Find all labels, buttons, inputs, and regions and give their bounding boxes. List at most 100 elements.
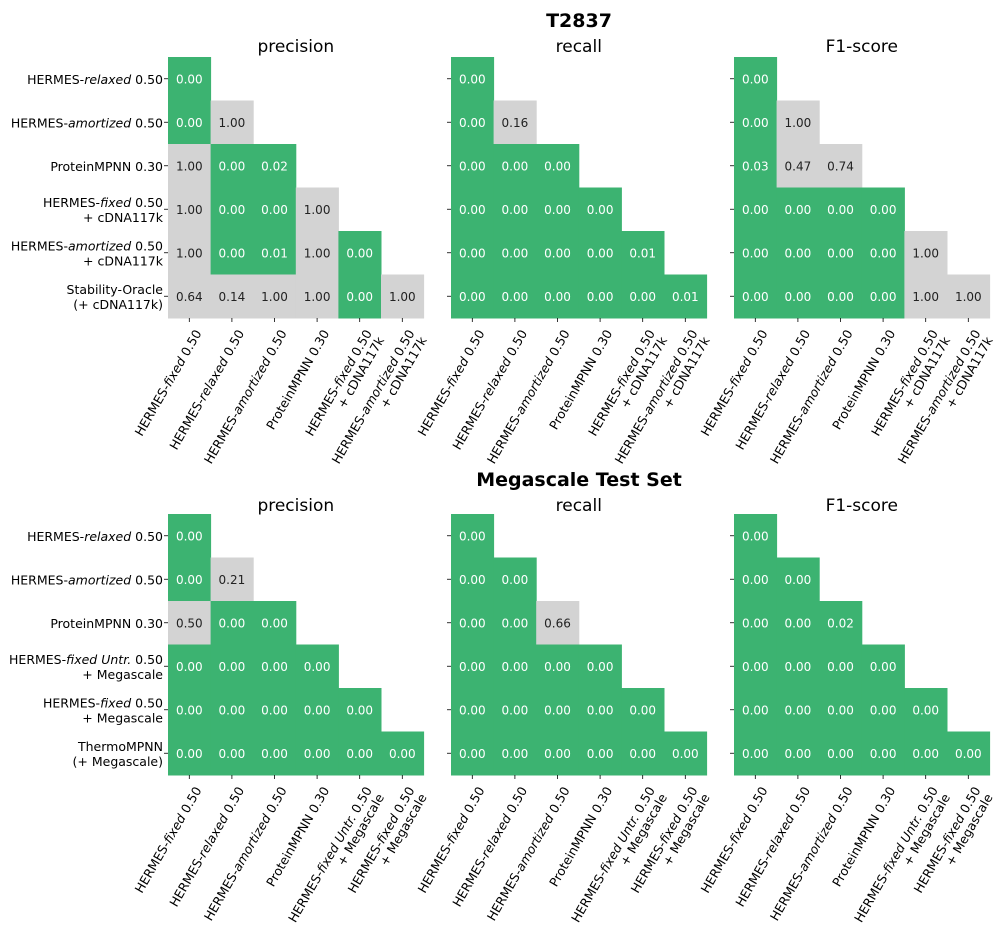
heatmap-cell [904, 731, 948, 776]
figure-title: Megascale Test Set [476, 469, 682, 491]
label-segment: (+ Megascale) [73, 753, 163, 768]
label-segment: relaxed [194, 354, 231, 402]
heatmap-cell [947, 731, 991, 776]
heatmap-cell [734, 601, 778, 645]
cell-value-label: 0.00 [304, 660, 331, 674]
heatmap-cell [168, 57, 212, 101]
label-segment: HERMES- [414, 381, 456, 438]
heatmap-cell [776, 644, 820, 689]
heatmap-cell [338, 231, 382, 275]
cell-value-label: 0.00 [459, 703, 486, 717]
heatmap-cell [381, 731, 425, 776]
cell-value-label: 0.00 [785, 246, 812, 260]
cell-value-label: 0.00 [346, 290, 373, 304]
heatmap-cell [493, 187, 537, 232]
column-label: HERMES-relaxed 0.50 [732, 327, 813, 452]
cell-value-label: 0.00 [502, 246, 529, 260]
label-segment: HERMES- [766, 866, 808, 923]
heatmap-cell [734, 274, 778, 319]
heatmap-panel-recall: recall 0.00 0.00 0.00 0.00 0.00 0.66 0.00 0.00 0.… [414, 496, 712, 925]
heatmap-cell [776, 274, 820, 319]
label-segment: relaxed [194, 811, 231, 859]
label-segment: amortized [512, 811, 557, 873]
heatmap-cell [168, 557, 212, 602]
row-label: ProteinMPNN 0.30 [50, 615, 163, 630]
panel-title: recall [556, 37, 602, 57]
heatmap-cell [947, 274, 991, 319]
cell-value-label: 0.00 [459, 660, 486, 674]
cell-value-label: 1.00 [912, 290, 939, 304]
heatmap-cell [664, 731, 708, 776]
label-segment: HERMES- [166, 395, 208, 452]
heatmap-cell [861, 231, 905, 275]
heatmap-cell [493, 557, 537, 602]
label-segment: 0.50 [218, 327, 247, 362]
heatmap-cell [210, 100, 254, 145]
label-segment: 0.50 [458, 327, 487, 362]
cell-value-label: 0.00 [785, 660, 812, 674]
cell-value-label: 0.00 [544, 203, 571, 217]
cell-value-label: 0.00 [176, 747, 203, 761]
cell-value-label: 0.00 [176, 72, 203, 86]
heatmap-cell [819, 601, 863, 645]
column-label: HERMES-relaxed 0.50 [166, 327, 247, 452]
cell-value-label: 0.00 [742, 660, 769, 674]
cell-value-label: 0.00 [346, 246, 373, 260]
cell-value-label: 0.66 [544, 616, 571, 630]
heatmap-cell [451, 557, 495, 602]
heatmap-cell [776, 601, 820, 645]
label-segment: HERMES- [302, 381, 344, 438]
cell-value-label: 0.00 [870, 246, 897, 260]
cell-value-label: 0.00 [502, 159, 529, 173]
cell-value-label: 0.00 [502, 747, 529, 761]
heatmap-cell [536, 731, 580, 776]
cell-value-label: 0.00 [459, 116, 486, 130]
heatmap-cell [578, 731, 622, 776]
label-segment: amortized [68, 238, 131, 253]
label-segment: 0.50 [131, 651, 163, 666]
label-segment: HERMES- [131, 381, 173, 438]
heatmap-cell [210, 274, 254, 319]
cell-value-label: 0.00 [785, 290, 812, 304]
figure-title: T2837 [546, 10, 612, 32]
heatmap-cell [451, 644, 495, 689]
heatmap-cell [776, 231, 820, 275]
label-segment: HERMES- [131, 838, 173, 895]
cell-value-label: 0.00 [629, 703, 656, 717]
label-segment: 0.50 [261, 784, 290, 819]
label-segment: relaxed [477, 811, 514, 859]
heatmap-cell [451, 57, 495, 101]
heatmap-cell [578, 274, 622, 319]
label-segment: amortized [795, 811, 840, 873]
cell-value-label: 0.00 [176, 573, 203, 587]
heatmap-cell [734, 100, 778, 145]
heatmap-cell [295, 187, 339, 232]
heatmap-cell [210, 231, 254, 275]
label-segment: HERMES- [43, 695, 100, 710]
heatmap-panel-f1-score: F1-score 0.00 0.00 0.00 0.00 0.00 0.02 0.00 0.00… [697, 496, 995, 925]
cell-value-label: 0.47 [785, 159, 812, 173]
heatmap-panel-recall: recall 0.00 0.00 0.16 0.00 0.00 0.00 0.00 0.00 0.… [414, 37, 713, 466]
cell-value-label: 0.00 [827, 660, 854, 674]
label-segment: HERMES- [166, 852, 208, 909]
heatmap-cell [621, 731, 665, 776]
heatmap-cell [536, 231, 580, 275]
panel-title: precision [257, 37, 334, 57]
heatmap-cell [210, 601, 254, 645]
cell-value-label: 0.00 [502, 660, 529, 674]
cell-value-label: 0.01 [629, 246, 656, 260]
heatmap-cell [168, 274, 212, 319]
cell-value-label: 0.00 [544, 159, 571, 173]
cell-value-label: 0.00 [459, 246, 486, 260]
label-segment: 0.50 [501, 784, 530, 819]
heatmap-cell [381, 274, 425, 319]
label-segment: + Megascale [82, 666, 163, 681]
label-segment: 0.50 [175, 784, 204, 819]
heatmap-cell [776, 187, 820, 232]
heatmap-cell [819, 187, 863, 232]
label-segment: HERMES- [200, 409, 242, 466]
heatmap-cell [451, 231, 495, 275]
label-segment: fixed [100, 695, 131, 710]
label-segment: ProteinMPNN 0.30 [50, 158, 163, 173]
